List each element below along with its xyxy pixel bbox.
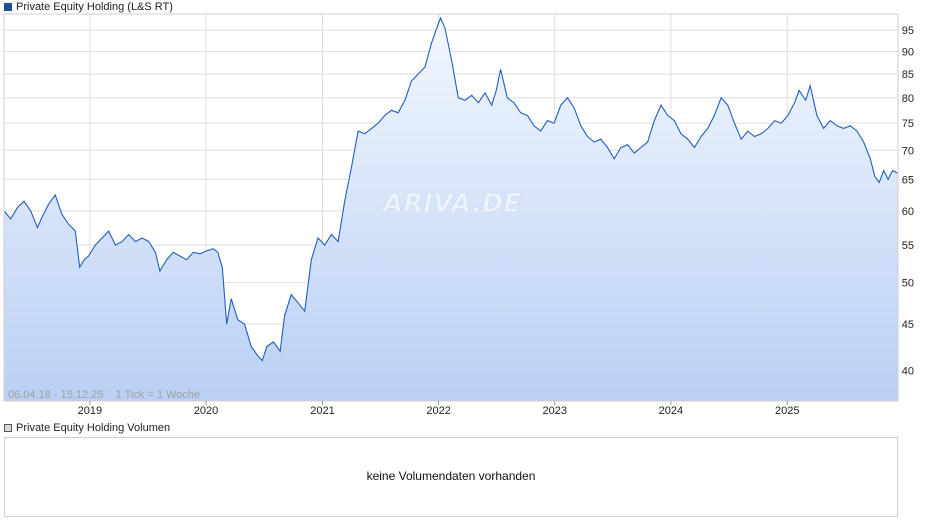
x-tick-label: 2022 [426,405,450,417]
y-tick-label: 60 [902,206,914,218]
y-tick-label: 65 [902,174,914,186]
y-tick-label: 40 [902,365,914,377]
x-tick-label: 2021 [310,405,334,417]
y-tick-label: 55 [902,240,914,252]
volume-legend: Private Equity Holding Volumen [4,421,170,435]
y-tick-label: 85 [902,69,914,81]
x-tick-label: 2019 [78,405,102,417]
price-legend-swatch [4,3,12,11]
x-tick-label: 2025 [775,405,799,417]
y-tick-label: 75 [902,118,914,130]
volume-panel: keine Volumendaten vorhanden [4,437,898,517]
plot-frame [3,13,899,402]
watermark: ARIVA.DE [381,189,521,219]
y-axis: 40 45 50 55 60 65 70 75 80 85 90 95 [902,25,914,377]
range-info: 06.04.18 - 15.12.25 1 Tick = 1 Woche [8,389,200,401]
x-tick-label: 2024 [659,405,683,417]
x-tick-label: 2020 [194,405,218,417]
no-volume-message: keine Volumendaten vorhanden [366,469,536,483]
y-tick-label: 80 [902,93,914,105]
y-tick-label: 50 [902,278,914,290]
volume-legend-swatch [4,424,12,432]
price-legend-label: Private Equity Holding (L&S RT) [16,1,173,13]
price-area-fill [4,18,898,401]
y-tick-label: 45 [902,319,914,331]
x-axis: 2019 2020 2021 2022 2023 2024 2025 [78,401,800,417]
y-tick-label: 70 [902,145,914,157]
volume-legend-label: Private Equity Holding Volumen [16,422,171,434]
y-tick-label: 95 [902,25,914,37]
y-tick-label: 90 [902,46,914,58]
x-tick-label: 2023 [542,405,566,417]
price-line[interactable] [3,16,899,362]
price-legend: Private Equity Holding (L&S RT) [4,0,173,14]
